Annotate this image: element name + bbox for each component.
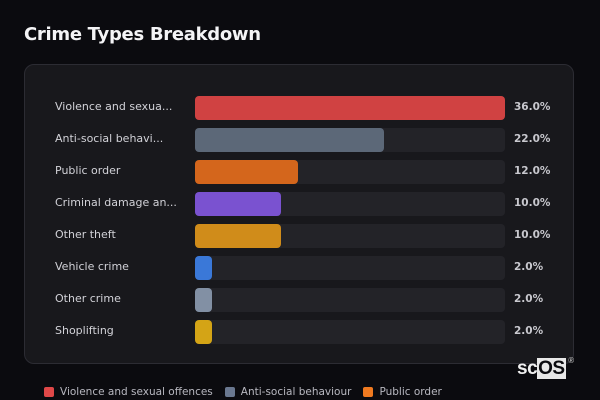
logo-prefix: sc — [517, 358, 538, 379]
bar-label: Anti-social behavi... — [55, 132, 164, 145]
registered-mark: ® — [568, 356, 574, 365]
bar-label: Shoplifting — [55, 324, 114, 337]
bar-value: 12.0% — [514, 165, 551, 177]
bar-fill[interactable] — [195, 320, 213, 344]
bar-label: Other theft — [55, 228, 116, 241]
legend-label: Anti-social behaviour — [240, 386, 352, 398]
brand-logo: scOS ® — [517, 356, 574, 380]
bar-fill[interactable] — [195, 224, 282, 248]
bar-track — [195, 160, 505, 184]
bar-value: 22.0% — [514, 133, 551, 145]
bar-fill[interactable] — [195, 192, 282, 216]
bar-value: 2.0% — [514, 261, 544, 273]
bar-row: Violence and sexua... 36.0% — [25, 96, 575, 120]
bar-fill[interactable] — [195, 96, 505, 120]
bar-label: Other crime — [55, 292, 121, 305]
bar-row: Anti-social behavi... 22.0% — [25, 128, 575, 152]
bar-row: Vehicle crime 2.0% — [25, 256, 575, 280]
logo-boxed: OS — [537, 358, 566, 379]
bar-value: 36.0% — [514, 101, 551, 113]
bar-row: Shoplifting 2.0% — [25, 320, 575, 344]
legend-label: Public order — [379, 386, 442, 398]
bar-value: 2.0% — [514, 293, 544, 305]
legend-item[interactable]: Anti-social behaviour — [224, 386, 352, 398]
chart-legend: Violence and sexual offences Anti-social … — [44, 386, 442, 398]
bar-fill[interactable] — [195, 288, 213, 312]
bar-row: Criminal damage an... 10.0% — [25, 192, 575, 216]
legend-swatch-icon — [363, 387, 374, 397]
bar-value: 10.0% — [514, 229, 551, 241]
page-title: Crime Types Breakdown — [24, 24, 261, 45]
legend-item[interactable]: Violence and sexual offences — [44, 386, 213, 398]
bar-track — [195, 128, 505, 152]
bar-row: Public order 12.0% — [25, 160, 575, 184]
bar-label: Violence and sexua... — [55, 100, 173, 113]
bar-fill[interactable] — [195, 160, 299, 184]
legend-swatch-icon — [224, 387, 235, 397]
bar-row: Other crime 2.0% — [25, 288, 575, 312]
bar-label: Criminal damage an... — [55, 196, 177, 209]
bar-value: 2.0% — [514, 325, 544, 337]
bar-label: Vehicle crime — [55, 260, 129, 273]
bar-track — [195, 320, 505, 344]
bar-label: Public order — [55, 164, 121, 177]
bar-track — [195, 96, 505, 120]
bar-fill[interactable] — [195, 256, 213, 280]
bar-track — [195, 224, 505, 248]
bar-track — [195, 288, 505, 312]
bar-row: Other theft 10.0% — [25, 224, 575, 248]
chart-card: Violence and sexua... 36.0% Anti-social be… — [24, 64, 574, 364]
legend-label: Violence and sexual offences — [60, 386, 213, 398]
bar-track — [195, 192, 505, 216]
legend-swatch-icon — [44, 387, 54, 397]
bar-track — [195, 256, 505, 280]
bar-value: 10.0% — [514, 197, 551, 209]
bar-fill[interactable] — [195, 128, 385, 152]
legend-item[interactable]: Public order — [363, 386, 442, 398]
